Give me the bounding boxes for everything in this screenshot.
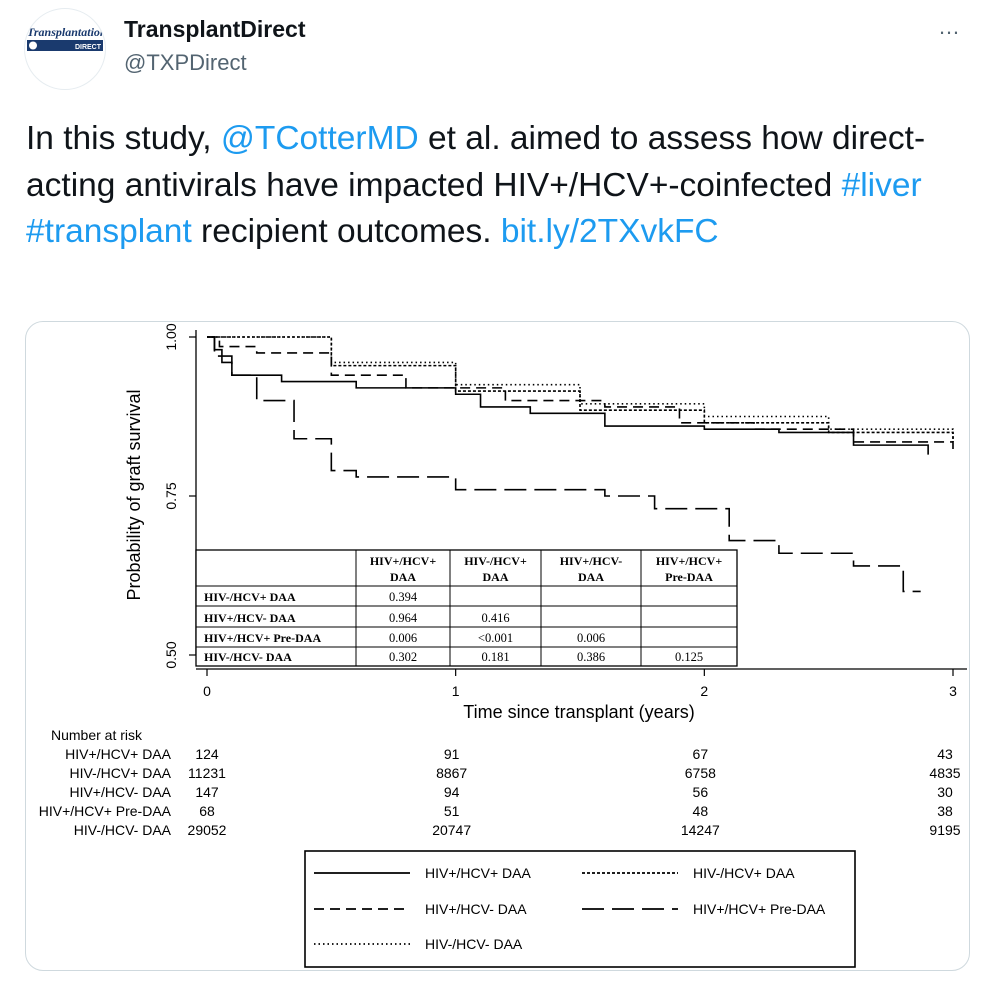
- risk-value: 11231: [188, 765, 226, 781]
- tweet-link[interactable]: @TCotterMD: [220, 120, 419, 157]
- legend-label: HIV+/HCV+ Pre-DAA: [693, 901, 826, 917]
- risk-value: 6758: [685, 765, 716, 781]
- table-header-line1: HIV+/HCV+: [370, 554, 437, 568]
- survival-chart: 0.50 0.75 1.00 0 1 2 3 Probability of graft sur…: [39, 323, 967, 968]
- x-tick-label: 3: [949, 683, 957, 699]
- table-header-line2: DAA: [390, 570, 416, 584]
- table-cell: 0.125: [675, 650, 703, 664]
- risk-value: 8867: [436, 765, 467, 781]
- tweet-text-segment: In this study,: [26, 120, 221, 157]
- risk-row-label: HIV-/HCV- DAA: [74, 822, 172, 838]
- series-line-3: [207, 336, 921, 593]
- table-cell: 0.964: [389, 611, 418, 625]
- logo-text-bottom: DIRECT: [75, 44, 102, 51]
- tweet-media-card[interactable]: 0.50 0.75 1.00 0 1 2 3 Probability of graft sur…: [25, 321, 970, 971]
- table-row-label: HIV+/HCV- DAA: [204, 611, 296, 625]
- table-header-line2: DAA: [483, 570, 509, 584]
- risk-value: 43: [937, 746, 953, 762]
- risk-row-label: HIV+/HCV+ Pre-DAA: [39, 803, 172, 819]
- risk-value: 51: [444, 803, 460, 819]
- y-tick-label: 0.75: [163, 482, 179, 509]
- risk-value: 94: [444, 784, 460, 800]
- risk-value: 29052: [188, 822, 227, 838]
- legend-label: HIV+/HCV+ DAA: [425, 865, 531, 881]
- series-line-1: [207, 336, 954, 442]
- table-header-line2: Pre-DAA: [665, 570, 713, 584]
- risk-table-title: Number at risk: [51, 727, 143, 743]
- legend-label: HIV+/HCV- DAA: [425, 901, 527, 917]
- risk-value: 67: [693, 746, 709, 762]
- table-header-line1: HIV-/HCV+: [464, 554, 527, 568]
- risk-row-label: HIV-/HCV+ DAA: [69, 765, 171, 781]
- x-tick-label: 1: [452, 683, 460, 699]
- legend-label: HIV-/HCV+ DAA: [693, 865, 795, 881]
- x-tick-label: 2: [700, 683, 708, 699]
- y-tick-label: 1.00: [163, 323, 179, 350]
- x-tick-label: 0: [203, 683, 211, 699]
- user-handle[interactable]: @TXPDirect: [124, 50, 247, 75]
- risk-value: 91: [444, 746, 460, 762]
- table-row-label: HIV-/HCV- DAA: [204, 650, 292, 664]
- table-cell: 0.006: [389, 631, 417, 645]
- table-cell: 0.006: [577, 631, 605, 645]
- risk-value: 124: [195, 746, 219, 762]
- tweet-text-segment: recipient outcomes.: [191, 213, 501, 250]
- logo-text-top: Transplantation: [27, 25, 105, 39]
- table-row-label: HIV-/HCV+ DAA: [204, 590, 296, 604]
- table-header-line1: HIV+/HCV+: [656, 554, 723, 568]
- table-cell: 0.302: [389, 650, 417, 664]
- risk-value: 68: [199, 803, 215, 819]
- table-cell: <0.001: [478, 631, 513, 645]
- risk-value: 30: [937, 784, 953, 800]
- tweet-link[interactable]: bit.ly/2TXvkFC: [500, 213, 719, 250]
- tweet-link[interactable]: #transplant: [26, 213, 192, 250]
- risk-value: 4835: [929, 765, 960, 781]
- table-cell: 0.386: [577, 650, 605, 664]
- risk-value: 147: [195, 784, 219, 800]
- tweet-text: In this study, @TCotterMD et al. aimed t…: [26, 116, 971, 256]
- series-line-0: [207, 336, 929, 455]
- tweet-link[interactable]: #liver: [841, 166, 922, 204]
- table-cell: 0.181: [481, 650, 509, 664]
- table-header-line2: DAA: [578, 570, 604, 584]
- risk-value: 56: [693, 784, 709, 800]
- table-cell: 0.416: [481, 611, 509, 625]
- legend-label: HIV-/HCV- DAA: [425, 936, 523, 952]
- risk-value: 48: [693, 803, 709, 819]
- y-tick-label: 0.50: [163, 641, 179, 668]
- y-axis-label: Probability of graft survival: [124, 389, 144, 600]
- more-options-icon[interactable]: …: [938, 14, 961, 39]
- risk-row-label: HIV+/HCV+ DAA: [65, 746, 171, 762]
- risk-value: 20747: [432, 822, 471, 838]
- transplantation-direct-logo: Transplantation DIRECT: [27, 25, 105, 51]
- risk-row-label: HIV+/HCV- DAA: [69, 784, 171, 800]
- risk-value: 9195: [929, 822, 960, 838]
- risk-value: 38: [937, 803, 953, 819]
- series-line-4: [207, 336, 954, 439]
- display-name[interactable]: TransplantDirect: [124, 16, 306, 42]
- x-axis-label: Time since transplant (years): [463, 702, 694, 722]
- table-cell: 0.394: [389, 590, 418, 604]
- tweet-text-segment: et al. aimed to assess how direct-acting…: [26, 120, 926, 204]
- table-row-label: HIV+/HCV+ Pre-DAA: [204, 631, 321, 645]
- risk-value: 14247: [681, 822, 720, 838]
- avatar[interactable]: Transplantation DIRECT: [24, 8, 106, 90]
- table-header-line1: HIV+/HCV-: [560, 554, 623, 568]
